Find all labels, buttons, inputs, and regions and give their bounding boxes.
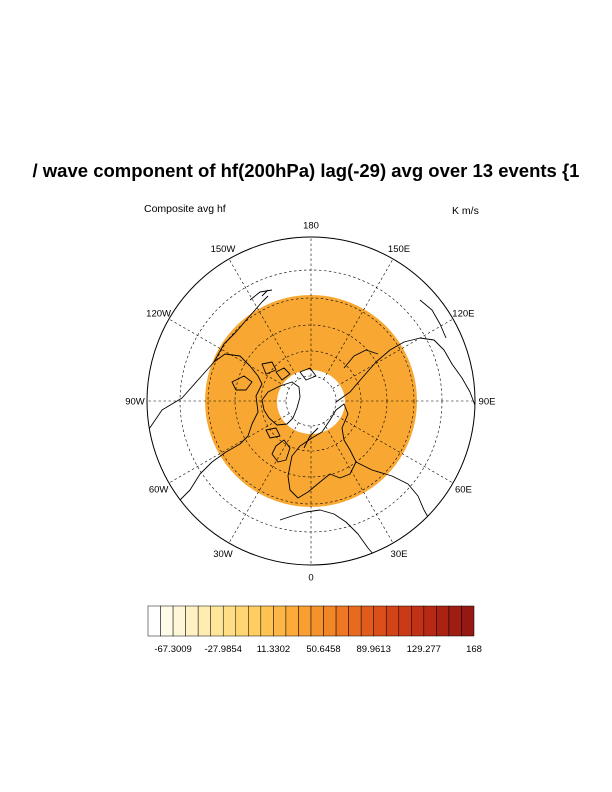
left-subtitle: Composite avg hf: [144, 203, 226, 215]
colorbar-swatch: [298, 605, 312, 637]
coastline-africa: [279, 509, 381, 563]
meridian-line: [228, 422, 299, 544]
coastline-asia: [335, 337, 475, 525]
colorbar-swatch: [185, 605, 199, 637]
colorbar-swatch: [273, 605, 287, 637]
meridian-line: [323, 422, 394, 544]
meridian-line: [168, 318, 290, 389]
colorbar-swatch: [235, 605, 249, 637]
lon-label-2: 120E: [452, 309, 474, 320]
lon-label-6: 0: [308, 573, 313, 584]
lon-label-9: 90W: [125, 397, 145, 408]
colorbar-swatch: [160, 605, 174, 637]
meridian-line: [228, 258, 299, 380]
colorbar-swatch: [248, 605, 262, 637]
coastline-iceland: [265, 427, 281, 439]
map-area: [147, 237, 475, 565]
lon-label-11: 150W: [211, 244, 236, 255]
colorbar-swatch: [310, 605, 324, 637]
meridian-line: [332, 318, 454, 389]
meridians: [147, 237, 475, 565]
colorbar-tick-label-6: 168: [466, 644, 482, 655]
lon-label-0: 180: [303, 221, 319, 232]
units-label: K m/s: [452, 205, 479, 217]
colorbar-swatch: [448, 605, 462, 637]
colorbar-swatch: [260, 605, 274, 637]
lon-label-1: 150E: [388, 244, 410, 255]
meridian-line: [323, 258, 394, 380]
colorbar: [147, 605, 475, 637]
coastline-british-isles: [271, 439, 291, 463]
colorbar-swatch: [385, 605, 400, 637]
coastline-europe: [287, 403, 357, 499]
lon-label-5: 30E: [391, 549, 408, 560]
map-border: [146, 236, 476, 566]
colorbar-swatch: [373, 605, 387, 637]
colorbar-swatch: [348, 605, 362, 637]
colorbar-tick-label-0: -67.3009: [154, 644, 192, 655]
lon-label-8: 60W: [149, 485, 169, 496]
lon-label-10: 120W: [146, 309, 171, 320]
colorbar-tick-label-4: 89.9613: [357, 644, 391, 655]
colorbar-swatch: [197, 605, 211, 637]
coastline-greenland: [261, 381, 301, 426]
coastlines: [147, 289, 475, 563]
colorbar-tick-label-2: 11.3302: [257, 644, 291, 655]
lon-label-4: 60E: [455, 485, 472, 496]
colorbar-swatch: [323, 605, 337, 637]
coastline-arctic-islands: [231, 361, 317, 391]
colorbar-swatch: [436, 605, 450, 637]
colorbar-swatch: [461, 605, 475, 637]
lon-label-7: 30W: [213, 549, 233, 560]
coastline-east-asia: [419, 289, 453, 339]
colorbar-swatch: [210, 605, 224, 637]
longitude-labels: 180 150E 120E 90E 60E 30E 0 30W 60W 90W 120W 150W: [125, 221, 495, 584]
colorbar-swatch: [360, 605, 374, 637]
colorbar-swatch: [398, 605, 412, 637]
colorbar-swatch: [285, 605, 299, 637]
colorbar-tick-label-5: 129.277: [407, 644, 441, 655]
lon-label-3: 90E: [479, 397, 496, 408]
colorbar-swatch: [222, 605, 237, 637]
hf-filled-ring: [204, 295, 417, 507]
meridian-line: [332, 413, 454, 484]
colorbar-swatch: [423, 605, 437, 637]
lat-circle-50: [207, 297, 415, 505]
colorbar-swatch: [335, 605, 349, 637]
colorbar-swatch: [411, 605, 425, 637]
colorbar-tick-label-3: 50.6458: [306, 644, 340, 655]
meridian-line: [168, 413, 290, 484]
colorbar-tick-label-1: -27.9854: [204, 644, 242, 655]
plot-title: / wave component of hf(200hPa) lag(-29) …: [32, 160, 580, 181]
colorbar-swatch: [172, 605, 186, 637]
colorbar-labels: -67.3009 -27.9854 11.3302 50.6458 89.9613 129…: [154, 644, 482, 655]
coastline-north-america: [147, 295, 269, 541]
colorbar-swatch: [147, 605, 161, 637]
coastline-alaska: [249, 289, 273, 301]
